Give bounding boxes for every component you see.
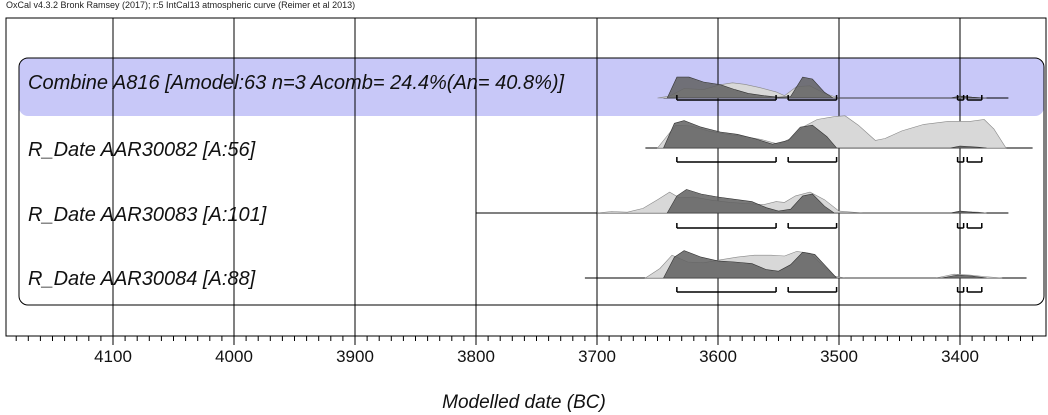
chart-canvas: 4100 4000 3900 3800 3700 3600 3500 3400 [5,17,1047,366]
tick-label-4100: 4100 [94,347,132,366]
range-bracket-row-3-3 [966,287,983,293]
distribution-layer [476,76,1033,279]
tick-label-3900: 3900 [336,347,374,366]
range-bracket-row-1-3 [966,157,983,163]
row-label-aar30084: R_Date AAR30084 [A:88] [28,268,256,290]
tick-label-3400: 3400 [941,347,979,366]
chart-header: OxCal v4.3.2 Bronk Ramsey (2017); r:5 In… [6,0,356,10]
range-bracket-row-2-1 [787,223,838,229]
range-bracket-row-3-2 [956,287,965,293]
posterior-distribution-row-3 [663,250,987,279]
highlight-band-layer [19,58,1044,116]
range-bracket-row-0-1 [787,95,838,101]
x-axis-label: Modelled date (BC) [442,392,606,413]
row-label-aar30082: R_Date AAR30082 [A:56] [28,139,256,161]
row-label-aar30083: R_Date AAR30083 [A:101] [28,204,267,226]
range-bracket-row-1-0 [676,157,777,163]
range-bracket-layer [676,95,983,293]
gridlines [112,18,961,336]
range-bracket-row-2-0 [676,223,777,229]
x-axis: 4100 4000 3900 3800 3700 3600 3500 3400 [15,336,1034,366]
range-bracket-row-3-0 [676,287,777,293]
tick-label-4000: 4000 [215,347,253,366]
range-bracket-row-1-1 [787,157,838,163]
range-bracket-row-2-2 [956,223,965,229]
posterior-distribution-row-0 [666,76,985,99]
tick-label-3800: 3800 [457,347,495,366]
plot-frame [5,17,1047,337]
tick-label-3600: 3600 [699,347,737,366]
posterior-distribution-row-2 [666,189,985,214]
range-bracket-row-3-1 [787,287,838,293]
range-bracket-row-2-3 [966,223,983,229]
range-bracket-row-1-2 [956,157,965,163]
inner-rounded-box [18,57,1045,306]
posterior-distribution-row-1 [663,120,987,149]
range-bracket-row-0-2 [956,95,965,101]
range-bracket-row-0-3 [966,95,983,101]
tick-label-3500: 3500 [820,347,858,366]
highlight-band [19,58,1044,116]
tick-label-3700: 3700 [578,347,616,366]
range-bracket-row-0-0 [676,95,777,101]
row-label-combine: Combine A816 [Amodel:63 n=3 Acomb= 24.4%… [28,72,565,94]
